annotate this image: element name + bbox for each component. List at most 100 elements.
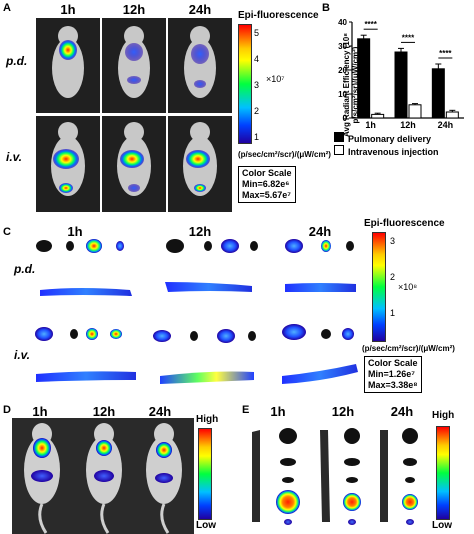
panel-d-high: High [196,414,219,425]
panel-b-chart: 0 10 20 30 40 **** 1h **** 12h **** 24h [338,18,464,130]
e-24h-bone [380,430,388,522]
panel-c-color-scale: Color Scale Min=1.26e⁷ Max=3.38e⁸ [364,356,422,393]
panel-a-row-iv: i.v. [6,150,23,164]
e-1h-liver-signal [276,490,300,514]
iv-12h-organs [153,329,256,384]
iv-1h-organs [35,327,136,382]
bar-iv [371,113,385,119]
bar-iv [408,104,422,119]
panel-d-time-12h: 12h [92,404,116,419]
panel-c-colorbar [372,232,386,342]
panel-c-row-iv: i.v. [14,348,31,362]
panel-a-time-1h: 1h [60,2,76,17]
y-tick-label: 10 [338,90,347,99]
legend-swatch-pd [334,132,344,142]
x-tick-label: 12h [400,120,416,130]
d-12h-signal [96,440,112,456]
legend-label-iv: Intravenous injection [348,147,439,157]
panel-e-low: Low [432,520,452,531]
pd-24h-signal [191,44,209,64]
panel-e-organ-images [252,428,418,525]
y-tick-label: 0 [343,114,348,123]
panel-e-colorbar [436,426,450,520]
panel-a-colorbar [238,24,252,144]
panel-b-legend: Pulmonary delivery Intravenous injection [334,132,439,158]
panel-c-tick-2: 2 [390,272,396,282]
panel-a-tick-4: 4 [254,54,260,64]
panel-a-exponent: ×10⁷ [266,74,285,84]
bar-pd [394,51,408,119]
panel-a-colorbar-title: Epi-fluorescence [238,10,319,21]
panel-c-organ-images [35,239,358,384]
pd-1h-signal [59,40,77,60]
panel-a-tick-2: 2 [254,106,260,116]
panel-a-scale-max: Max=5.67e⁷ [242,190,291,200]
significance-label: **** [402,33,415,42]
panel-d-mouse-images [12,418,194,534]
panel-d-letter: D [3,404,11,416]
panel-a-scale-title: Color Scale [242,168,292,178]
iv-24h-signal [186,150,210,168]
iv-1h-signal [53,149,79,169]
panel-a-tick-1: 1 [254,132,260,142]
e-24h-liver-signal [402,494,418,510]
panel-c-scale-min: Min=1.26e⁷ [368,369,415,379]
legend-label-pd: Pulmonary delivery [348,134,432,144]
panel-c-unit: (p/sec/cm²/scr)/(μW/cm²) [362,344,455,353]
iv-12h-signal [120,150,144,168]
panel-c-letter: C [3,226,11,238]
panel-c-colorbar-title: Epi-fluorescence [364,218,445,229]
d-1h-signal [33,438,51,458]
panel-c-scale-max: Max=3.38e⁸ [368,380,418,390]
panel-e-letter: E [242,404,250,416]
panel-c-scale-title: Color Scale [368,358,418,368]
pd-12h-signal [125,43,143,61]
bar-pd [357,38,371,119]
panel-e-time-12h: 12h [331,404,355,419]
panel-a-letter: A [3,2,11,14]
panel-a-color-scale: Color Scale Min=6.82e⁶ Max=5.67e⁷ [238,166,296,203]
panel-c-exponent: ×10⁸ [398,282,418,292]
pd-12h-organs [165,239,258,292]
panel-c-tick-3: 3 [390,236,396,246]
bar-iv [445,111,459,119]
x-tick-label: 1h [365,120,376,130]
legend-item-pd: Pulmonary delivery [334,132,439,145]
panel-a-mouse-images [36,18,232,212]
panel-c-tick-1: 1 [390,308,396,318]
d-24h-signal [156,442,172,458]
panel-c-time-1h: 1h [67,224,83,239]
significance-label: **** [439,49,452,58]
legend-item-iv: Intravenous injection [334,145,439,158]
panel-d-time-1h: 1h [32,404,48,419]
e-12h-bone [320,430,330,522]
panel-a-time-12h: 12h [122,2,146,17]
panel-b-letter: B [322,2,330,14]
panel-a-tick-5: 5 [254,28,260,38]
pd-1h-organs [36,239,132,296]
y-tick-label: 40 [338,18,347,27]
e-12h-liver-signal [343,493,361,511]
panel-d-low: Low [196,520,216,531]
iv-24h-organs [282,324,358,384]
panel-c-time-12h: 12h [188,224,212,239]
panel-a-scale-min: Min=6.82e⁶ [242,179,290,189]
panel-c-row-pd: p.d. [14,262,36,276]
panel-a-time-24h: 24h [188,2,212,17]
panel-e-time-24h: 24h [390,404,414,419]
panel-c-time-24h: 24h [308,224,332,239]
significance-label: **** [364,20,377,29]
x-tick-label: 24h [438,120,454,130]
panel-e-time-1h: 1h [270,404,286,419]
panel-d-colorbar [198,428,212,520]
legend-swatch-iv [334,145,344,155]
y-tick-label: 20 [338,66,347,75]
y-tick-label: 30 [338,42,347,51]
e-1h-bone [252,430,260,522]
panel-a-row-pd: p.d. [6,54,28,68]
bar-pd [431,68,445,119]
panel-d-time-24h: 24h [148,404,172,419]
panel-e-high: High [432,410,455,421]
pd-24h-organs [285,239,356,292]
panel-a-tick-3: 3 [254,80,260,90]
